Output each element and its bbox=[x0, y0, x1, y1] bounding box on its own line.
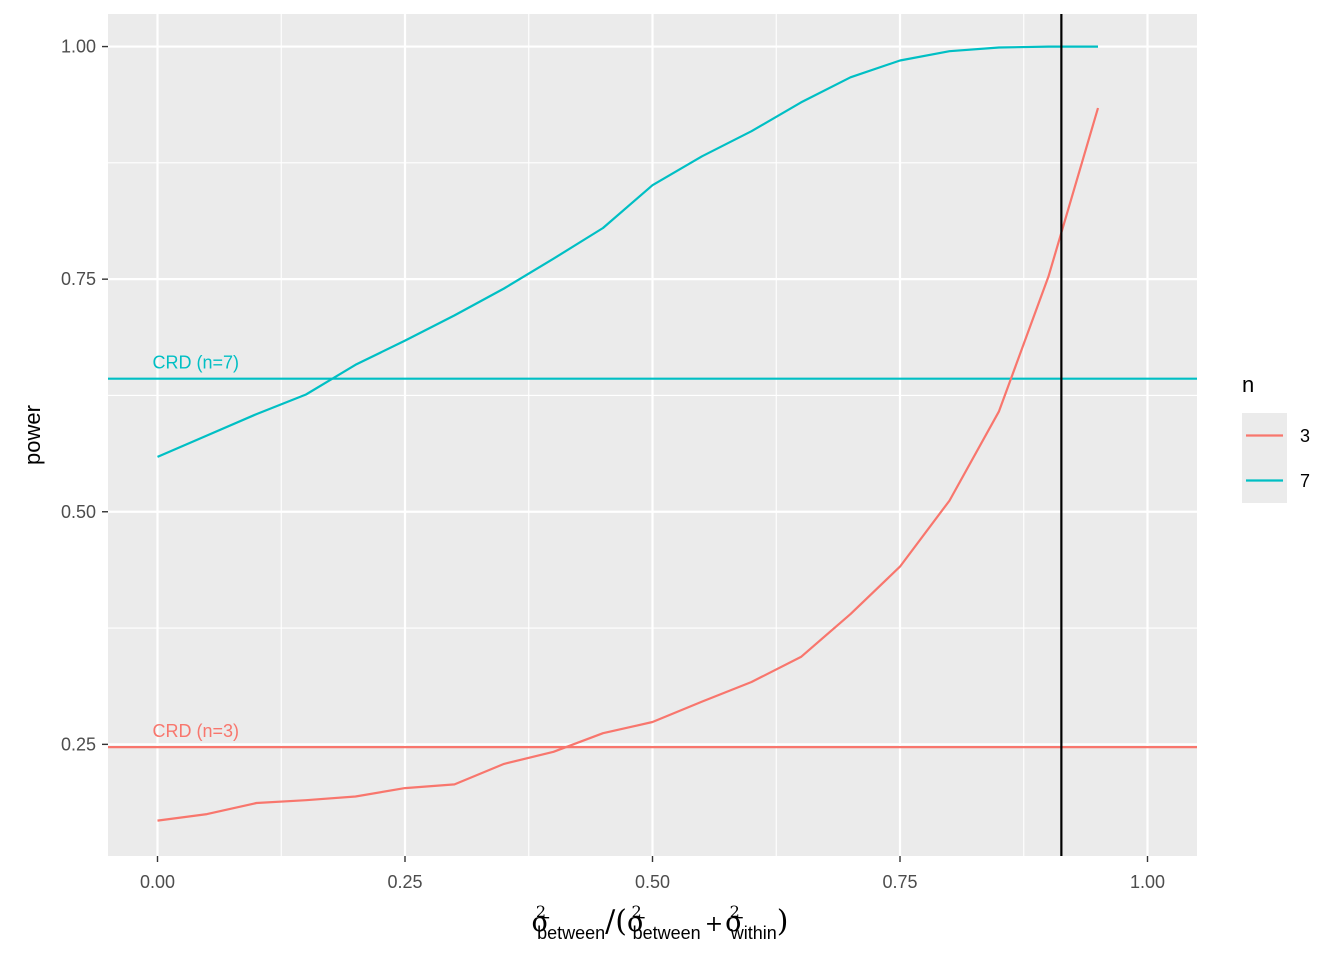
series-lines bbox=[157, 45, 1100, 822]
x-tick-label: 0.50 bbox=[635, 872, 670, 892]
legend-label-3: 3 bbox=[1300, 426, 1310, 446]
y-axis-ticks: 0.25 0.50 0.75 1.00 bbox=[61, 37, 108, 754]
y-tick-label: 0.75 bbox=[61, 269, 96, 289]
crd-label: CRD (n=3) bbox=[153, 721, 240, 741]
x-tick-label: 0.75 bbox=[882, 872, 917, 892]
x-tick-label: 0.25 bbox=[387, 872, 422, 892]
grid-major bbox=[108, 14, 1197, 856]
x-axis-ticks: 0.00 0.25 0.50 0.75 1.00 bbox=[140, 856, 1165, 892]
y-tick-label: 0.25 bbox=[61, 734, 96, 754]
y-axis-title: power bbox=[20, 405, 45, 465]
x-tick-label: 1.00 bbox=[1130, 872, 1165, 892]
y-tick-label: 0.50 bbox=[61, 502, 96, 522]
legend-label-7: 7 bbox=[1300, 471, 1310, 491]
crd-label: CRD (n=7) bbox=[153, 353, 240, 373]
reference-lines bbox=[108, 377, 1197, 749]
legend-title: n bbox=[1242, 372, 1254, 397]
series-line-n3 bbox=[157, 107, 1100, 822]
annotations: CRD (n=3) CRD (n=7) bbox=[153, 353, 240, 741]
x-tick-label: 0.00 bbox=[140, 872, 175, 892]
legend: n 3 7 bbox=[1242, 372, 1310, 503]
y-tick-label: 1.00 bbox=[61, 37, 96, 57]
series-line-n7 bbox=[157, 45, 1098, 458]
x-axis-title: σ2 between/(σ2 between +σ2 within) bbox=[531, 902, 788, 943]
